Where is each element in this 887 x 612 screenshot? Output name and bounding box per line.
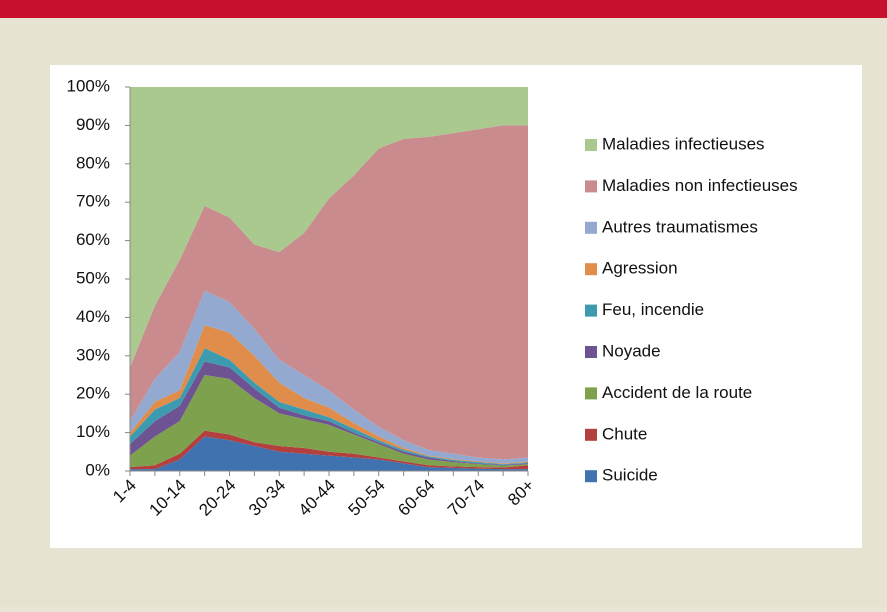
y-tick-label: 60%	[76, 230, 110, 249]
legend-label: Suicide	[602, 466, 658, 485]
y-tick-label: 10%	[76, 422, 110, 441]
legend-label: Maladies non infectieuses	[602, 176, 798, 195]
legend-swatch	[585, 263, 597, 276]
area	[130, 125, 528, 460]
area	[130, 87, 528, 368]
area	[130, 436, 528, 471]
legend-swatch	[585, 346, 597, 358]
legend-label: Feu, incendie	[602, 300, 704, 319]
y-tick-label: 70%	[76, 192, 110, 211]
legend-swatch	[585, 139, 597, 151]
legend-label: Accident de la route	[602, 383, 752, 402]
y-tick-label: 100%	[67, 76, 110, 95]
legend-swatch	[585, 387, 597, 400]
area	[130, 430, 528, 470]
legend-swatch	[585, 221, 597, 234]
y-tick-label: 80%	[76, 153, 110, 172]
legend-swatch	[585, 304, 597, 317]
legend-label: Chute	[602, 424, 647, 443]
y-tick-label: 30%	[76, 345, 110, 364]
top-bar	[0, 0, 887, 18]
y-tick-label: 90%	[76, 115, 110, 134]
y-tick-label: 50%	[76, 268, 110, 287]
legend-swatch	[585, 428, 597, 441]
y-tick-label: 40%	[76, 307, 110, 326]
area	[130, 375, 528, 468]
legend-swatch	[585, 470, 597, 483]
legend-label: Agression	[602, 259, 678, 278]
legend-label: Noyade	[602, 341, 661, 360]
legend-label: Maladies infectieuses	[602, 134, 765, 153]
y-tick-label: 0%	[85, 460, 110, 479]
legend-label: Autres traumatismes	[602, 217, 758, 236]
legend-swatch	[585, 180, 597, 193]
y-tick-label: 20%	[76, 384, 110, 403]
